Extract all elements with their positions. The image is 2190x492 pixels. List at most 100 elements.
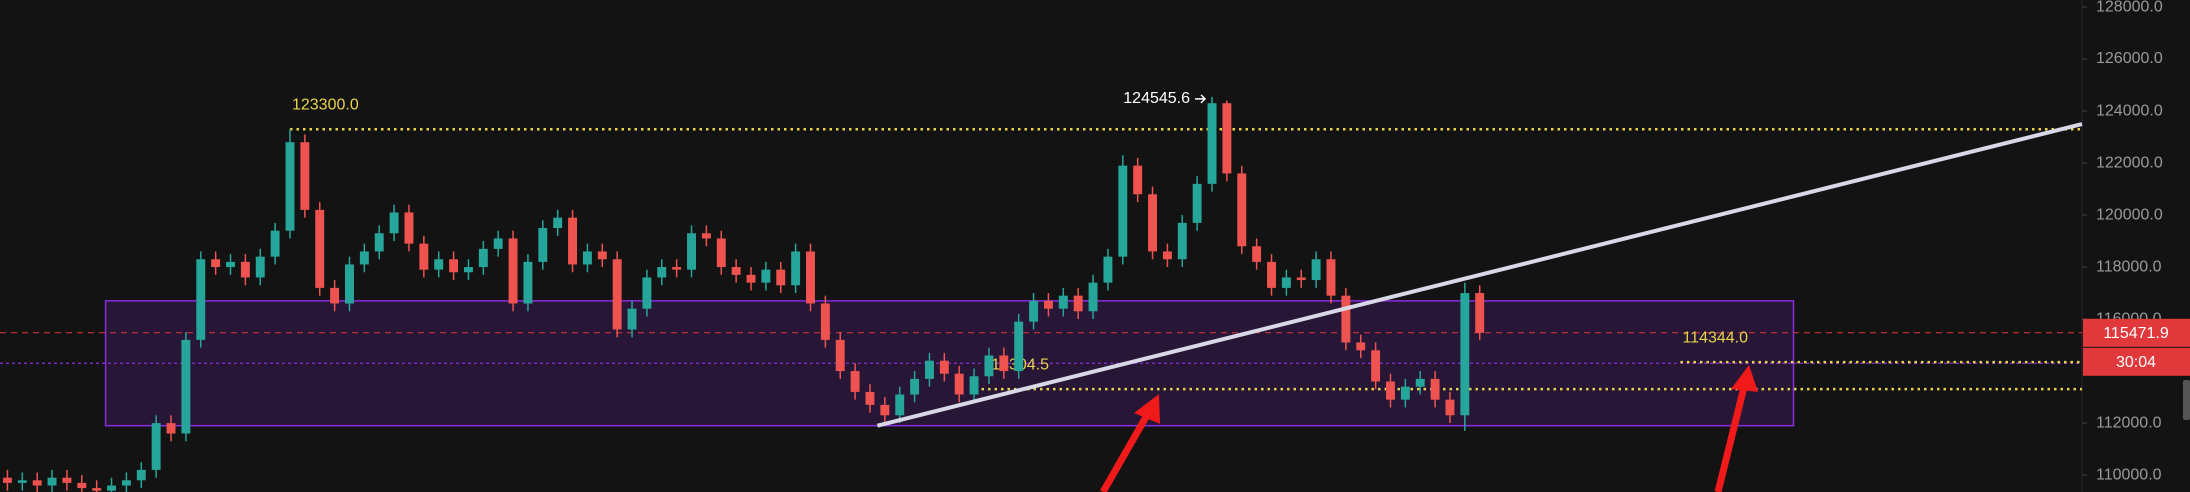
y-tick-label: 110000.0 bbox=[2096, 466, 2162, 483]
candle-body bbox=[1371, 350, 1381, 382]
side-handle[interactable] bbox=[2183, 380, 2190, 420]
candle-body bbox=[939, 360, 949, 374]
candle-body bbox=[255, 256, 265, 278]
high-label: 124545.6 bbox=[1123, 90, 1190, 107]
candle-body bbox=[880, 404, 890, 416]
candle-body bbox=[493, 238, 503, 249]
candle-body bbox=[1162, 251, 1172, 260]
red-arrow-head bbox=[1731, 365, 1758, 392]
candle-body bbox=[1192, 183, 1202, 223]
candle-body bbox=[865, 391, 875, 405]
candle-body bbox=[240, 261, 250, 278]
red-arrow bbox=[1099, 408, 1154, 492]
y-tick-label: 112000.0 bbox=[2096, 414, 2162, 431]
y-tick-label: 126000.0 bbox=[2096, 50, 2163, 67]
candle-body bbox=[1311, 259, 1321, 281]
candle-body bbox=[642, 277, 652, 309]
candle-body bbox=[731, 267, 741, 275]
candle-body bbox=[701, 233, 711, 239]
candle-body bbox=[47, 477, 57, 486]
candle-body bbox=[107, 485, 116, 491]
candle-body bbox=[330, 287, 340, 304]
level-label: 123300.0 bbox=[292, 96, 359, 113]
red-arrow bbox=[1714, 382, 1749, 492]
candle-body bbox=[984, 355, 994, 377]
candle-body bbox=[1386, 381, 1395, 400]
candle-body bbox=[1237, 173, 1247, 247]
price-tag-label: 115471.9 bbox=[2103, 325, 2169, 342]
candle-body bbox=[226, 261, 235, 268]
candle-body bbox=[553, 217, 563, 229]
candle-body bbox=[345, 264, 354, 304]
candle-body bbox=[716, 238, 726, 268]
candle-body bbox=[315, 209, 325, 288]
candle-body bbox=[925, 360, 934, 379]
candle-body bbox=[776, 269, 786, 286]
countdown-label: 30:04 bbox=[2116, 354, 2156, 371]
candle-body bbox=[1148, 194, 1157, 252]
candle-body bbox=[806, 251, 815, 304]
candle-body bbox=[582, 251, 592, 265]
candle-body bbox=[1058, 295, 1068, 309]
y-tick-label: 122000.0 bbox=[2096, 154, 2163, 171]
candle-body bbox=[954, 373, 964, 395]
candle-body bbox=[612, 259, 622, 330]
candle-body bbox=[1133, 165, 1143, 195]
candle-body bbox=[1118, 165, 1128, 257]
candle-body bbox=[895, 394, 905, 416]
candle-body bbox=[359, 251, 369, 265]
candle-body bbox=[1281, 277, 1291, 288]
candle-body bbox=[1088, 282, 1098, 312]
candle-body bbox=[1341, 295, 1351, 343]
candle-body bbox=[92, 488, 102, 491]
candle-body bbox=[1267, 261, 1276, 288]
candle-body bbox=[1103, 256, 1113, 283]
candle-body bbox=[1460, 293, 1470, 416]
candle-body bbox=[508, 238, 518, 304]
candle-body bbox=[597, 251, 607, 260]
candle-body bbox=[791, 251, 801, 286]
candle-body bbox=[835, 339, 845, 372]
candle-body bbox=[1014, 321, 1024, 372]
candle-body bbox=[1207, 103, 1217, 184]
candle-body bbox=[434, 259, 444, 270]
candle-body bbox=[478, 248, 488, 268]
price-tag bbox=[2083, 318, 2190, 347]
candle-body bbox=[121, 480, 131, 486]
candle-body bbox=[761, 269, 771, 283]
candle-body bbox=[910, 378, 920, 395]
candle-body bbox=[449, 259, 459, 273]
candle-body bbox=[419, 243, 429, 270]
candle-body bbox=[850, 371, 860, 392]
candle-body bbox=[672, 267, 682, 270]
red-arrow-head bbox=[1134, 394, 1160, 424]
candle-body bbox=[1029, 300, 1039, 322]
high-arrow bbox=[1195, 94, 1207, 104]
trendline bbox=[876, 122, 2083, 428]
candle-body bbox=[657, 267, 667, 278]
y-tick-label: 120000.0 bbox=[2096, 206, 2163, 223]
candle-body bbox=[1415, 378, 1425, 387]
y-tick-label: 118000.0 bbox=[2096, 258, 2162, 275]
candle-body bbox=[151, 423, 161, 470]
countdown-tag bbox=[2083, 347, 2190, 376]
y-tick-label: 124000.0 bbox=[2096, 102, 2163, 119]
candle-body bbox=[1252, 246, 1262, 262]
candle-body bbox=[136, 469, 146, 481]
candle-body bbox=[285, 142, 295, 231]
candle-body bbox=[62, 477, 72, 483]
candle-body bbox=[1400, 386, 1410, 400]
candle-body bbox=[1296, 277, 1306, 281]
candle-body bbox=[17, 480, 27, 483]
candle-body bbox=[1177, 222, 1187, 260]
annotation-arrows bbox=[1099, 365, 1758, 492]
candle-body bbox=[999, 355, 1009, 372]
candle-body bbox=[196, 259, 206, 340]
candle-body bbox=[1073, 295, 1083, 312]
level-label: 114344.0 bbox=[1682, 329, 1748, 346]
candle-body bbox=[463, 267, 473, 273]
candle-body bbox=[32, 480, 42, 486]
